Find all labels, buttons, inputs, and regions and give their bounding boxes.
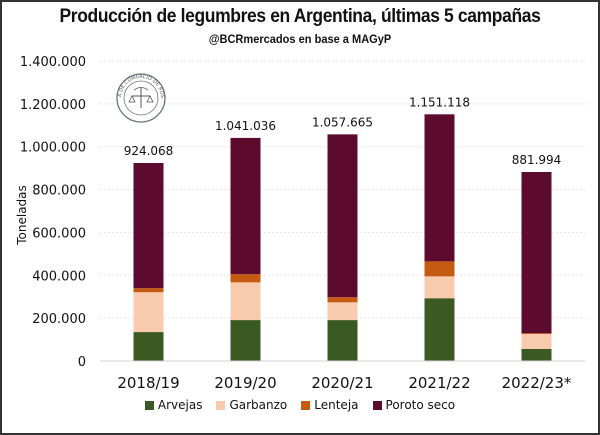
bcr-logo-icon: BOLSA DE COMERCIO DE ROSARIO	[116, 73, 166, 123]
bar-segment-arvejas	[230, 320, 261, 361]
chart-title: Producción de legumbres en Argentina, úl…	[59, 6, 541, 27]
total-data-label: 924.068	[124, 144, 174, 158]
y-tick-label: 1.000.000	[20, 141, 86, 156]
bar-segment-garbanzo	[230, 282, 261, 321]
bar-segment-garbanzo	[424, 276, 455, 299]
x-tick-label: 2018/19	[117, 374, 179, 392]
y-axis-label: Toneladas	[15, 185, 29, 246]
x-tick-label: 2021/22	[408, 374, 470, 392]
total-data-label: 1.151.118	[409, 95, 470, 109]
bar-segment-arvejas	[521, 349, 552, 361]
x-tick-label: 2019/20	[214, 374, 276, 392]
legend-item: Lenteja	[301, 398, 359, 412]
bar-segment-poroto-seco	[424, 114, 455, 262]
bar-segment-arvejas	[424, 298, 455, 361]
y-tick-label: 400.000	[32, 269, 86, 284]
x-tick-label: 2020/21	[311, 374, 373, 392]
legend-label: Poroto seco	[385, 398, 456, 412]
bar-segment-poroto-seco	[521, 172, 552, 334]
legend-label: Lenteja	[314, 398, 359, 412]
bar-segment-lenteja	[133, 288, 164, 293]
bar-segment-lenteja	[327, 297, 358, 303]
bar-segment-garbanzo	[327, 302, 358, 321]
bar-segment-poroto-seco	[133, 162, 164, 289]
legend-label: Arvejas	[157, 398, 203, 412]
y-tick-label: 1.400.000	[20, 55, 86, 70]
bar-segment-garbanzo	[133, 292, 164, 333]
y-tick-label: 200.000	[32, 312, 86, 327]
bar-segment-poroto-seco	[230, 137, 261, 275]
chart-subtitle: @BCRmercados en base a MAGyP	[208, 32, 392, 46]
chart-legend: Arvejas Garbanzo Lenteja Poroto seco	[0, 398, 600, 412]
bar-segment-lenteja	[521, 333, 552, 334]
total-data-label: 881.994	[512, 153, 562, 167]
y-tick-label: 0	[78, 355, 86, 370]
legend-item: Poroto seco	[372, 398, 456, 412]
legend-swatch-icon	[372, 400, 382, 410]
bar-segment-arvejas	[133, 332, 164, 361]
total-data-label: 1.057.665	[312, 115, 373, 129]
legend-swatch-icon	[144, 400, 154, 410]
legend-label: Garbanzo	[229, 398, 288, 412]
y-tick-label: 600.000	[32, 226, 86, 241]
bar-segment-lenteja	[424, 261, 455, 277]
y-tick-label: 1.200.000	[20, 98, 86, 113]
legend-swatch-icon	[216, 400, 226, 410]
bar-segment-garbanzo	[521, 334, 552, 349]
legend-item: Arvejas	[144, 398, 203, 412]
total-data-label: 1.041.036	[215, 119, 276, 133]
legend-item: Garbanzo	[216, 398, 287, 412]
x-tick-label: 2022/23*	[502, 374, 572, 392]
bar-segment-lenteja	[230, 274, 261, 283]
legend-swatch-icon	[301, 400, 311, 410]
bar-segment-arvejas	[327, 320, 358, 361]
y-tick-label: 800.000	[32, 184, 86, 199]
bar-segment-poroto-seco	[327, 134, 358, 298]
